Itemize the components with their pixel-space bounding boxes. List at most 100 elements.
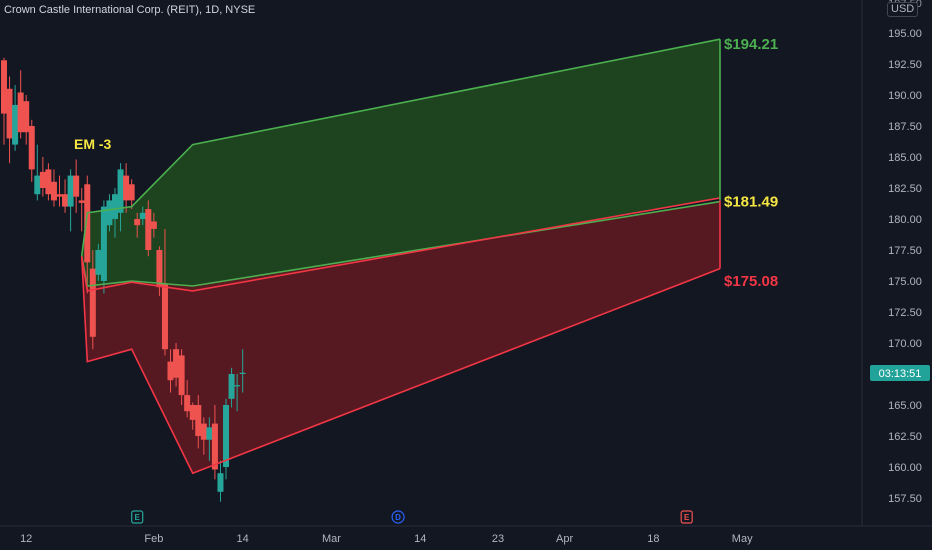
time-tick-label: 14 xyxy=(414,533,426,545)
candle-body xyxy=(128,184,135,201)
price-tick-label: 172.50 xyxy=(888,307,922,319)
price-tick-label: 160.00 xyxy=(888,462,922,474)
candle xyxy=(84,175,91,294)
candle-body xyxy=(39,171,46,188)
candlestick-series xyxy=(1,38,721,502)
time-tick-label: Feb xyxy=(144,533,163,545)
candle xyxy=(23,95,30,145)
price-tick-label: 190.00 xyxy=(888,90,922,102)
candle-body xyxy=(28,126,35,170)
time-tick-label: 18 xyxy=(647,533,659,545)
lower-band-line xyxy=(80,256,721,475)
candle xyxy=(223,398,230,480)
candle-body xyxy=(139,212,146,219)
earnings-marker-icon xyxy=(131,510,144,524)
candle xyxy=(178,349,185,405)
candle xyxy=(56,175,63,207)
candle xyxy=(28,119,35,182)
time-axis[interactable]: 12 Feb 14 Mar 14 23 Apr 18 May xyxy=(0,525,932,545)
candle xyxy=(100,200,107,294)
candle-body xyxy=(62,194,69,207)
event-marker-letter: D xyxy=(395,513,401,522)
candle xyxy=(89,250,96,350)
candle-body xyxy=(150,221,157,229)
time-tick-label: Mar xyxy=(322,533,341,545)
candle-body xyxy=(184,395,191,412)
candle xyxy=(228,367,235,408)
candle xyxy=(95,243,102,281)
candle-body xyxy=(228,374,235,399)
price-tick-label: 165.00 xyxy=(888,400,922,412)
downside-band-area xyxy=(81,201,720,474)
candle-body xyxy=(123,175,130,201)
candle-body xyxy=(167,361,174,381)
candle-body xyxy=(73,175,80,197)
candle-body xyxy=(117,169,124,213)
price-tick-label: 180.00 xyxy=(888,214,922,226)
candle xyxy=(112,188,119,238)
price-tick-label: 157.50 xyxy=(888,493,922,505)
price-tick-label: 177.50 xyxy=(888,245,922,257)
countdown-badge-background xyxy=(870,365,930,381)
candle xyxy=(34,144,41,201)
candle xyxy=(50,169,57,207)
time-tick-label: 12 xyxy=(20,533,32,545)
candle xyxy=(73,159,80,213)
price-tick-label: 192.50 xyxy=(888,59,922,71)
candle xyxy=(156,246,163,296)
candle xyxy=(106,194,113,232)
countdown-text: 03:13:51 xyxy=(879,368,922,380)
time-tick-label: 23 xyxy=(492,533,504,545)
candle-body xyxy=(206,427,213,440)
candle-body xyxy=(189,405,196,420)
candle xyxy=(211,405,218,480)
upper-band-line xyxy=(80,38,721,257)
candle xyxy=(217,460,224,502)
time-tick-label: Apr xyxy=(556,533,573,545)
candle xyxy=(189,402,196,430)
candle-body xyxy=(12,104,19,145)
currency-badge[interactable]: USD xyxy=(887,2,919,17)
candle xyxy=(239,349,246,393)
candle xyxy=(39,157,46,197)
candle-body xyxy=(56,194,63,197)
candle-body xyxy=(211,423,218,470)
event-marker: E xyxy=(131,510,144,524)
candle-body xyxy=(23,101,30,133)
candle-body xyxy=(217,473,224,492)
candle-body xyxy=(6,88,13,139)
candle xyxy=(139,206,146,226)
price-tick-label: 175.00 xyxy=(888,276,922,288)
event-marker-letter: E xyxy=(684,513,690,522)
candle xyxy=(17,70,24,139)
candle-body xyxy=(89,268,96,337)
time-tick-label: May xyxy=(732,533,753,545)
candle xyxy=(45,163,52,201)
candle-body xyxy=(112,194,119,219)
candle-body xyxy=(200,423,207,440)
candle xyxy=(67,169,74,232)
candle xyxy=(78,188,85,232)
candle-body xyxy=(1,60,7,114)
upside-band-area xyxy=(81,39,720,291)
candle-body xyxy=(78,200,85,203)
candle-body xyxy=(234,385,241,387)
candle-body xyxy=(161,283,168,350)
price-axis[interactable]: 157.50160.00162.50165.00167.50170.00172.… xyxy=(861,0,922,526)
candle xyxy=(167,349,174,393)
em-label: EM -3 xyxy=(74,136,112,152)
event-marker: D xyxy=(391,510,405,524)
expected-move-bands xyxy=(81,39,720,474)
band-labels: EM -3 $194.21 $181.49 $175.08 xyxy=(74,36,778,290)
candle xyxy=(1,57,7,145)
candle-body xyxy=(17,92,24,133)
candle xyxy=(123,163,130,213)
candle-body xyxy=(145,209,152,250)
middle-band-line xyxy=(80,197,721,292)
candle-body xyxy=(195,405,202,436)
price-tick-label: 182.50 xyxy=(888,183,922,195)
candle xyxy=(161,228,168,356)
price-tick-label: 185.00 xyxy=(888,152,922,164)
